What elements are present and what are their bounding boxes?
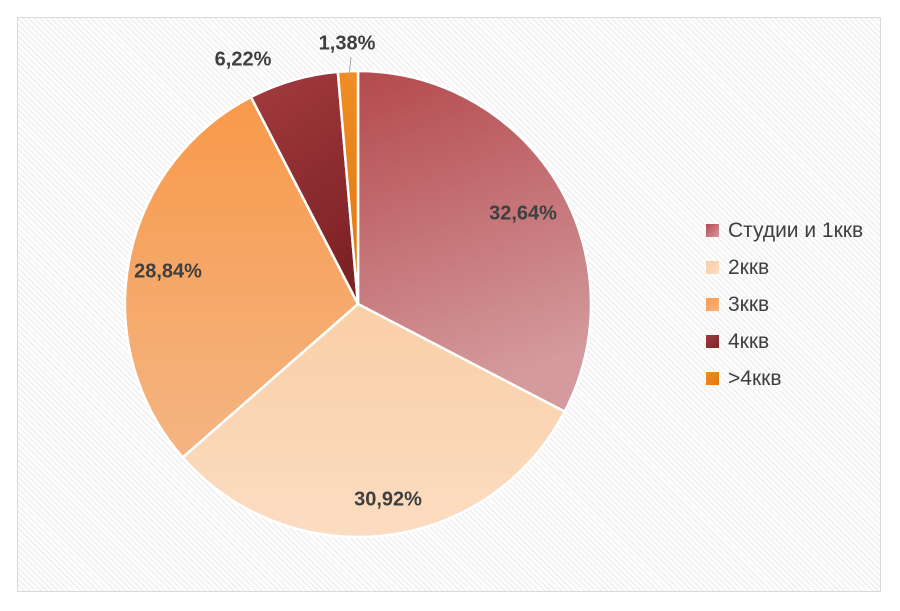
legend-label: 3ккв	[728, 293, 770, 316]
legend-label: 4ккв	[728, 330, 770, 353]
legend-swatch-icon	[706, 298, 719, 311]
legend-label: >4ккв	[728, 367, 782, 390]
legend-item-0[interactable]: Студии и 1ккв	[706, 212, 863, 249]
pie-slice-2[interactable]	[123, 95, 360, 459]
pie-slice-4[interactable]	[336, 69, 360, 306]
legend-item-1[interactable]: 2ккв	[706, 249, 863, 286]
legend-label: Студии и 1ккв	[728, 219, 864, 242]
legend-item-4[interactable]: >4ккв	[706, 360, 863, 397]
legend: Студии и 1ккв 2ккв 3ккв 4ккв >4ккв	[706, 212, 863, 397]
legend-swatch-icon	[706, 224, 719, 237]
pie-slice-1[interactable]	[181, 302, 566, 539]
pie-slice-0[interactable]	[356, 69, 593, 413]
legend-swatch-icon	[706, 372, 719, 385]
legend-swatch-icon	[706, 335, 719, 348]
legend-swatch-icon	[706, 261, 719, 274]
legend-item-2[interactable]: 3ккв	[706, 286, 863, 323]
legend-label: 2ккв	[728, 256, 770, 279]
label-leader-line	[348, 56, 352, 77]
legend-item-3[interactable]: 4ккв	[706, 323, 863, 360]
